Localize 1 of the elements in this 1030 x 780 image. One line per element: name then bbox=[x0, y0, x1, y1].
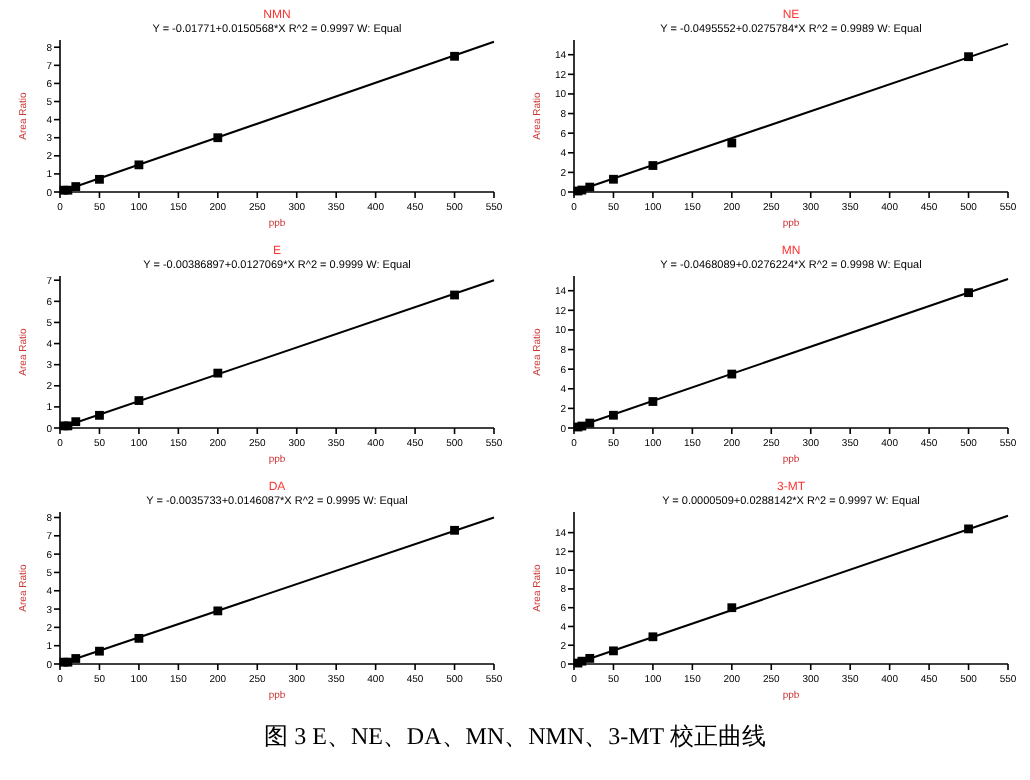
caption: 图 3 E、NE、DA、MN、NMN、3-MT 校正曲线 bbox=[264, 722, 766, 750]
